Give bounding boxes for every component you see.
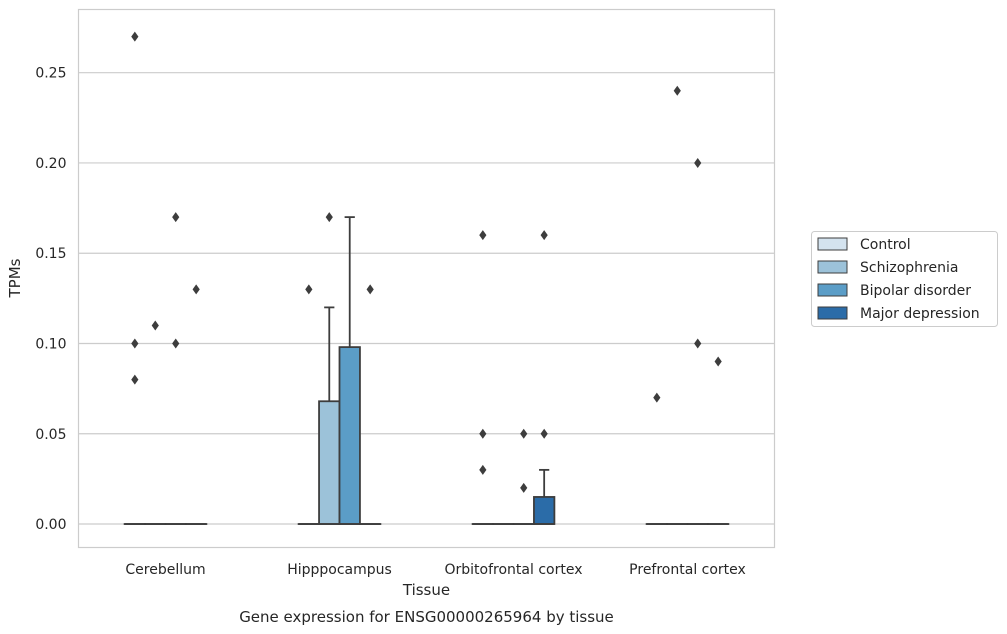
plot-area xyxy=(78,9,775,548)
outlier-point xyxy=(520,428,528,439)
x-tick-label: Orbitofrontal cortex xyxy=(445,562,583,578)
legend-label: Control xyxy=(860,237,911,253)
legend-swatch xyxy=(817,237,848,251)
x-axis-label: Tissue xyxy=(402,581,450,599)
outlier-point xyxy=(366,284,374,295)
y-tick-label: 0.25 xyxy=(35,66,66,82)
outlier-point xyxy=(131,338,139,349)
y-axis-label: TPMs xyxy=(6,258,24,298)
outlier-point xyxy=(192,284,200,295)
y-axis-ticks: 0.00 0.05 0.10 0.15 0.20 0.25 xyxy=(35,66,66,533)
outlier-point xyxy=(694,157,702,168)
y-tick-label: 0.20 xyxy=(35,156,66,172)
outlier-point xyxy=(540,428,548,439)
outlier-point xyxy=(479,230,487,241)
legend-label: Major depression xyxy=(860,306,980,322)
x-axis-ticks: Cerebellum Hipppocampus Orbitofrontal cort… xyxy=(125,562,745,578)
box xyxy=(338,346,361,525)
boxes-layer xyxy=(123,216,730,525)
outlier-point xyxy=(520,482,528,493)
legend-label: Schizophrenia xyxy=(860,260,958,276)
legend-swatch xyxy=(817,283,848,297)
outlier-point xyxy=(151,320,159,331)
y-tick-label: 0.15 xyxy=(35,246,66,262)
outlier-point xyxy=(673,85,681,96)
outlier-point xyxy=(131,374,139,385)
box xyxy=(533,496,556,525)
legend: Control Schizophrenia Bipolar disorder Majo… xyxy=(811,231,998,327)
x-tick-label: Cerebellum xyxy=(125,562,205,578)
plot-frame xyxy=(77,8,776,549)
outlier-point xyxy=(172,338,180,349)
outlier-point xyxy=(479,428,487,439)
legend-frame xyxy=(811,231,998,327)
outlier-point xyxy=(131,31,139,42)
legend-label: Bipolar disorder xyxy=(860,283,971,299)
outlier-point xyxy=(479,464,487,475)
outlier-point xyxy=(653,392,661,403)
outlier-point xyxy=(714,356,722,367)
x-tick-label: Hipppocampus xyxy=(287,562,392,578)
outliers-layer xyxy=(131,31,722,493)
box xyxy=(318,400,341,525)
legend-swatch xyxy=(817,260,848,274)
outlier-point xyxy=(694,338,702,349)
y-tick-label: 0.05 xyxy=(35,427,66,443)
chart-caption: Gene expression for ENSG00000265964 by t… xyxy=(239,608,614,626)
outlier-point xyxy=(540,230,548,241)
outlier-point xyxy=(172,212,180,223)
y-tick-label: 0.10 xyxy=(35,336,66,352)
legend-swatch xyxy=(817,306,848,320)
outlier-point xyxy=(305,284,313,295)
x-tick-label: Prefrontal cortex xyxy=(629,562,746,578)
y-tick-label: 0.00 xyxy=(35,517,66,533)
outlier-point xyxy=(325,212,333,223)
